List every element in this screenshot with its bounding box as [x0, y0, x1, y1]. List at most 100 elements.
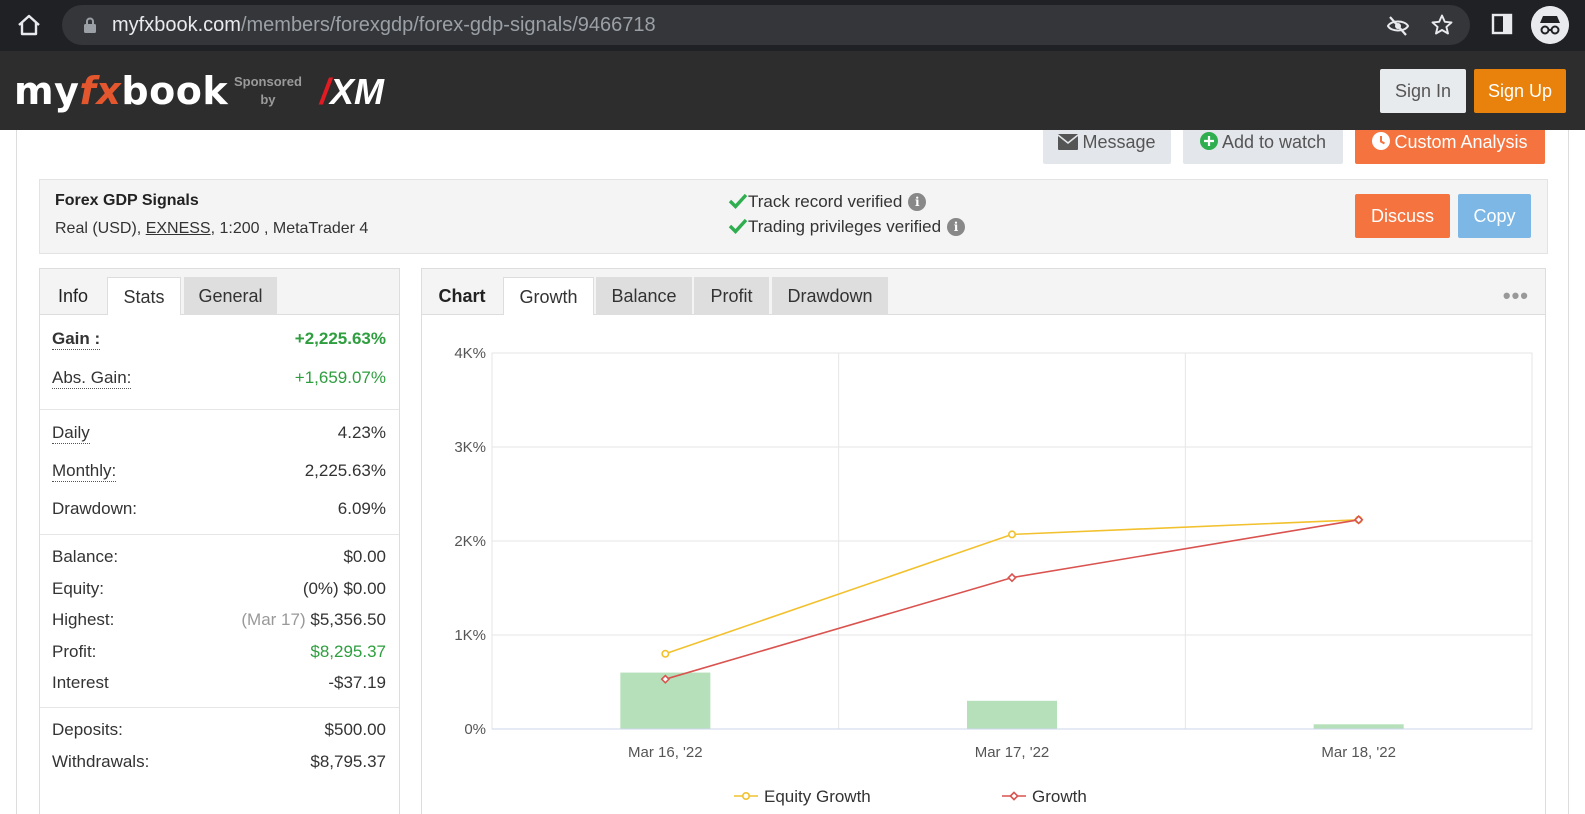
track-record-verified: Track record verified i — [728, 192, 927, 212]
site-header: myfxbook Sponsored by /XM Sign In Sign U… — [0, 51, 1585, 130]
lock-icon — [84, 17, 96, 33]
message-button[interactable]: Message — [1043, 130, 1171, 164]
interest-value: -$37.19 — [328, 673, 386, 692]
check-icon — [728, 193, 748, 209]
clock-icon — [1372, 132, 1391, 150]
tab-profit[interactable]: Profit — [694, 277, 769, 315]
copy-button[interactable]: Copy — [1458, 194, 1531, 238]
legend-marker — [1009, 791, 1019, 801]
withdrawals-value: $8,795.37 — [310, 752, 386, 771]
url-path: /members/forexgdp/forex-gdp-signals/9466… — [240, 14, 656, 36]
growth-bar — [1313, 724, 1404, 729]
stat-highest: Highest: (Mar 17) $5,356.50 — [52, 610, 386, 634]
deposits-value: $500.00 — [324, 720, 386, 739]
highest-value: $5,356.50 — [310, 610, 386, 629]
tab-general[interactable]: General — [184, 277, 277, 315]
home-icon[interactable] — [14, 10, 44, 40]
url-domain: myfxbook.com — [112, 14, 241, 36]
sponsored-line2: by — [260, 92, 276, 107]
stat-gain: Gain : +2,225.63% — [52, 329, 386, 353]
stats-panel: Info Stats General Gain : +2,225.63% Abs… — [39, 268, 400, 814]
x-tick-label: Mar 18, '22 — [1321, 744, 1396, 761]
browser-toolbar: myfxbook.com/members/forexgdp/forex-gdp-… — [0, 0, 1585, 51]
deposits-label: Deposits: — [52, 720, 123, 739]
side-panel-icon[interactable] — [1491, 13, 1513, 35]
eye-off-icon[interactable] — [1386, 14, 1410, 38]
growth-point — [660, 674, 671, 684]
trading-privileges-verified: Trading privileges verified i — [728, 217, 966, 237]
tab-chart[interactable]: Chart — [438, 286, 486, 306]
legend-label: Growth — [1032, 787, 1087, 806]
daily-label[interactable]: Daily — [52, 423, 90, 444]
equity-value: $0.00 — [343, 579, 386, 598]
equity-value-group: (0%) $0.00 — [303, 579, 386, 599]
custom-analysis-button[interactable]: Custom Analysis — [1355, 130, 1545, 164]
sign-in-button[interactable]: Sign In — [1380, 69, 1466, 113]
account-details: Real (USD), EXNESS, 1:200 , MetaTrader 4 — [55, 220, 368, 238]
url-text: myfxbook.com/members/forexgdp/forex-gdp-… — [112, 14, 656, 37]
sign-up-button[interactable]: Sign Up — [1474, 69, 1566, 113]
tab-info[interactable]: Info — [57, 286, 89, 306]
tab-growth[interactable]: Growth — [503, 277, 594, 315]
divider — [40, 409, 399, 410]
chart-panel: Chart Growth Balance Profit Drawdown •••… — [421, 268, 1546, 814]
myfxbook-logo[interactable]: myfxbook — [14, 69, 228, 113]
more-options-icon[interactable]: ••• — [1502, 283, 1529, 308]
stat-deposits: Deposits: $500.00 — [52, 720, 386, 744]
track-record-label: Track record verified — [748, 192, 903, 211]
main-content: Message Add to watch Custom Analysis For… — [16, 130, 1569, 814]
xm-name: XM — [330, 71, 385, 112]
info-icon[interactable]: i — [947, 218, 966, 236]
interest-label: Interest — [52, 673, 109, 692]
stat-daily: Daily 4.23% — [52, 423, 386, 447]
equity-percent: (0%) — [302, 579, 339, 598]
stat-abs-gain: Abs. Gain: +1,659.07% — [52, 368, 386, 392]
monthly-label[interactable]: Monthly: — [52, 461, 117, 482]
stats-tabs: Info Stats General — [40, 269, 399, 315]
logo-my: my — [14, 69, 80, 113]
info-icon[interactable]: i — [908, 193, 927, 211]
message-label: Message — [1082, 132, 1156, 152]
tab-drawdown[interactable]: Drawdown — [772, 277, 888, 315]
plus-circle-icon — [1199, 132, 1218, 150]
stat-equity: Equity: (0%) $0.00 — [52, 579, 386, 603]
stat-interest: Interest -$37.19 — [52, 673, 386, 697]
profit-label: Profit: — [52, 642, 97, 661]
address-bar[interactable]: myfxbook.com/members/forexgdp/forex-gdp-… — [62, 5, 1470, 45]
y-tick-label: 2K% — [454, 533, 486, 550]
balance-value: $0.00 — [343, 547, 386, 566]
add-to-watch-button[interactable]: Add to watch — [1183, 130, 1343, 164]
withdrawals-label: Withdrawals: — [52, 752, 150, 771]
stat-profit: Profit: $8,295.37 — [52, 642, 386, 666]
tab-stats[interactable]: Stats — [107, 277, 181, 315]
logo-fx: fx — [79, 69, 122, 113]
incognito-icon[interactable] — [1531, 6, 1569, 44]
abs-gain-label[interactable]: Abs. Gain: — [52, 368, 132, 389]
xm-logo[interactable]: /XM — [320, 71, 385, 112]
x-tick-label: Mar 16, '22 — [628, 744, 703, 761]
drawdown-label: Drawdown: — [52, 499, 138, 518]
legend-label: Equity Growth — [764, 787, 871, 806]
abs-gain-value: +1,659.07% — [294, 368, 386, 387]
divider — [40, 707, 399, 708]
add-to-watch-label: Add to watch — [1221, 132, 1327, 152]
y-tick-label: 0% — [464, 721, 486, 738]
broker-link[interactable]: EXNESS — [145, 220, 211, 237]
tab-balance[interactable]: Balance — [596, 277, 692, 315]
account-leverage-platform: , 1:200 , MetaTrader 4 — [210, 220, 369, 237]
drawdown-value: 6.09% — [337, 499, 386, 518]
daily-value: 4.23% — [337, 423, 386, 442]
account-name: Forex GDP Signals — [55, 192, 199, 209]
account-summary: Forex GDP Signals Real (USD), EXNESS, 1:… — [39, 179, 1548, 254]
discuss-button[interactable]: Discuss — [1355, 194, 1450, 238]
growth-chart: 0% 1K% 2K% 3K% 4K% Mar 16, '22 Mar 17, '22 Mar … — [454, 345, 1533, 806]
highest-date: (Mar 17) — [241, 610, 306, 629]
logo-book: book — [121, 69, 229, 113]
profit-value: $8,295.37 — [310, 642, 386, 661]
divider — [40, 534, 399, 535]
gain-value: +2,225.63% — [294, 329, 386, 348]
gain-label[interactable]: Gain : — [52, 329, 101, 350]
sponsored-text: Sponsored by — [234, 73, 302, 109]
check-icon — [728, 218, 748, 234]
star-icon[interactable] — [1430, 13, 1454, 37]
